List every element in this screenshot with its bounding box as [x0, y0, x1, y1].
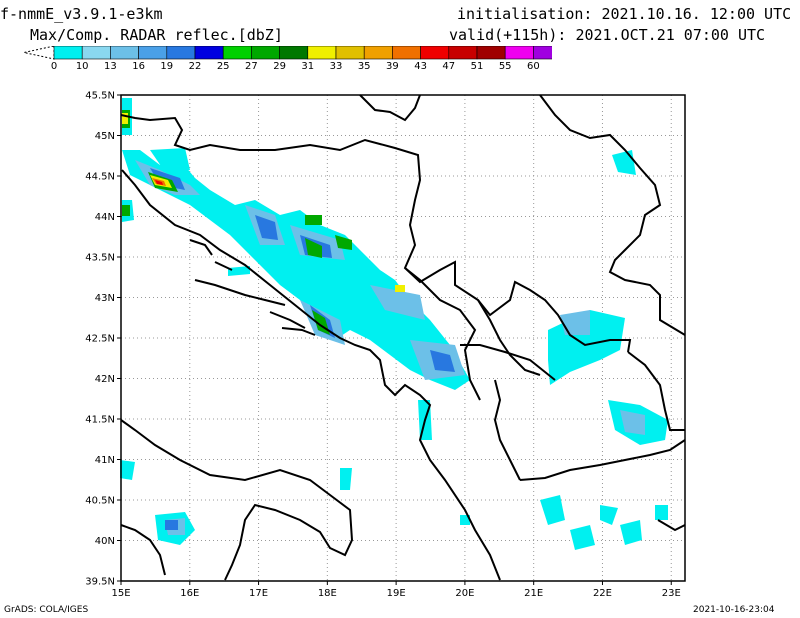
coastlines-borders — [120, 94, 686, 581]
colorbar-tick-label: 51 — [470, 61, 484, 72]
colorbar-tick-label: 31 — [301, 61, 315, 72]
init-label: initialisation: — [457, 5, 593, 23]
colorbar-tick-label: 22 — [188, 61, 202, 72]
colorbar-tick-label: 33 — [329, 61, 343, 72]
colorbar-tick-label: 25 — [216, 61, 230, 72]
colorbar-tick-label: 47 — [442, 61, 456, 72]
valid-value: 2021.OCT.21 07:00 UTC — [575, 26, 766, 44]
valid-label: valid(+115h): — [449, 26, 567, 44]
colorbar-tick-label: 19 — [160, 61, 174, 72]
colorbar-tick-label: 29 — [273, 61, 286, 72]
colorbar-tick-label: 43 — [414, 61, 427, 72]
colorbar-tick-label: 13 — [104, 61, 117, 72]
valid-time: valid(+115h): 2021.OCT.21 07:00 UTC — [449, 27, 765, 43]
lat-label: 40N — [95, 536, 115, 547]
footer-timestamp: 2021-10-16-23:04 — [693, 605, 775, 615]
lon-label: 19E — [387, 588, 406, 599]
colorbar-tick-label: 35 — [357, 61, 371, 72]
colorbar-tick-label: 60 — [527, 61, 540, 72]
colorbar-tick-label: 55 — [498, 61, 512, 72]
field-title: Max/Comp. RADAR reflec.[dbZ] — [30, 26, 283, 44]
colorbar-tick-label: 39 — [386, 61, 399, 72]
lat-label: 43N — [95, 293, 115, 304]
colorbar-tick-label: 16 — [132, 61, 145, 72]
lon-label: 15E — [111, 588, 130, 599]
footer-credit: GrADS: COLA/IGES — [4, 605, 89, 615]
lat-label: 45.5N — [85, 91, 115, 102]
init-time: initialisation: 2021.10.16. 12:00 UTC — [457, 6, 791, 22]
init-value: 2021.10.16. 12:00 UTC — [601, 5, 792, 23]
colorbar — [23, 46, 552, 60]
lon-label: 23E — [662, 588, 681, 599]
lat-label: 40.5N — [85, 496, 115, 507]
lon-label: 16E — [180, 588, 199, 599]
lat-label: 43.5N — [85, 253, 115, 264]
lat-label: 42.5N — [85, 334, 115, 345]
lat-label: 41N — [95, 455, 115, 466]
lon-label: 20E — [455, 588, 474, 599]
longitude-labels: 15E 16E 17E 18E 19E 20E 21E 22E 23E — [111, 581, 681, 599]
lat-label: 42N — [95, 374, 115, 385]
colorbar-tick-label: 0 — [50, 61, 58, 72]
colorbar-under-triangle — [23, 46, 55, 60]
lat-label: 41.5N — [85, 415, 115, 426]
lon-label: 22E — [593, 588, 612, 599]
model-title: f-nmmE_v3.9.1-e3km — [0, 5, 163, 23]
colorbar-tick-label: 27 — [245, 61, 258, 72]
lat-label: 44N — [95, 212, 115, 223]
lon-label: 21E — [524, 588, 543, 599]
colorbar-tick-label: 10 — [75, 61, 89, 72]
lon-label: 18E — [318, 588, 337, 599]
lat-label: 45N — [95, 131, 115, 142]
lat-label: 44.5N — [85, 172, 115, 183]
latitude-labels: 45.5N 45N 44.5N 44N 43.5N 43N 42.5N 42N 41.5N 41N… — [85, 91, 121, 588]
lon-label: 17E — [249, 588, 268, 599]
lat-label: 39.5N — [85, 577, 115, 588]
colorbar-segment — [533, 46, 552, 60]
